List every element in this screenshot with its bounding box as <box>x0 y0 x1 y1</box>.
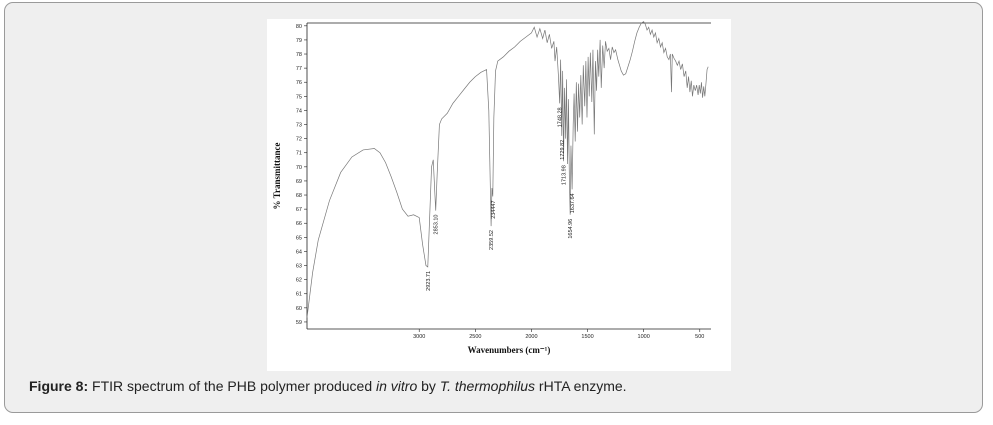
peak-annotation: 1729.82 <box>560 140 566 160</box>
y-tick-label: 59 <box>296 320 302 326</box>
y-tick-label: 75 <box>296 94 302 100</box>
y-tick-label: 71 <box>296 151 302 157</box>
peak-label: 2923.71 <box>426 271 432 291</box>
peak-annotation: 2359.52 <box>489 230 495 250</box>
ftir-chart: 59 60 61 62 63 64 65 66 67 68 69 70 71 72 73 74 75 76 77 78… <box>272 21 711 355</box>
peak-annotations: 2923.71 2853.10 2359.52 234447 1748.28 1729.8… <box>426 107 576 290</box>
peak-annotation: 234447 <box>491 200 497 218</box>
figure-card: 59 60 61 62 63 64 65 66 67 68 69 70 71 72 73 74 75 76 77 78… <box>4 2 983 413</box>
peak-label: 234447 <box>491 200 497 218</box>
y-tick-label: 72 <box>296 137 302 143</box>
y-tick-label: 63 <box>296 264 302 270</box>
caption-text-3: rHTA enzyme. <box>535 378 627 394</box>
y-tick-label: 66 <box>296 221 302 227</box>
peak-annotation: 1748.28 <box>558 107 564 127</box>
x-axis-label: Wavenumbers (cm⁻¹) <box>468 345 551 355</box>
y-tick-label: 73 <box>296 123 302 129</box>
peak-annotation: 2923.71 <box>426 271 432 291</box>
peak-label: 1748.28 <box>558 107 564 127</box>
plot-frame <box>306 22 711 330</box>
peak-label: 1729.82 <box>560 140 566 160</box>
peak-label: 2359.52 <box>489 230 495 250</box>
y-tick-label: 60 <box>296 306 302 312</box>
x-ticks: 3000 2500 2000 1500 1000 500 <box>413 329 704 340</box>
y-tick-label: 61 <box>296 292 302 298</box>
x-tick-label: 2000 <box>525 334 537 340</box>
caption-text-2: by <box>417 378 440 394</box>
peak-annotation: 2853.10 <box>434 215 440 235</box>
x-tick-label: 500 <box>695 334 704 340</box>
y-tick-label: 64 <box>296 249 302 255</box>
y-tick-label: 78 <box>296 52 302 58</box>
peak-annotation: 1637.64 <box>570 193 576 213</box>
y-tick-label: 77 <box>296 66 302 72</box>
caption-italic-2: T. thermophilus <box>439 378 536 394</box>
figure-caption: Figure 8: FTIR spectrum of the PHB polym… <box>29 378 627 394</box>
y-axis-label: % Transmittance <box>272 143 282 210</box>
spectrum-line <box>306 21 709 318</box>
y-tick-label: 70 <box>296 165 302 171</box>
x-tick-label: 1500 <box>581 334 593 340</box>
caption-label: Figure 8: <box>29 378 89 394</box>
y-tick-label: 80 <box>296 24 302 30</box>
x-tick-label: 2500 <box>469 334 481 340</box>
peak-label: 1713.98 <box>562 165 568 185</box>
y-tick-label: 79 <box>296 38 302 44</box>
peak-label: 1637.64 <box>570 193 576 213</box>
peak-annotation: 1713.98 <box>562 165 568 185</box>
y-tick-label: 62 <box>296 278 302 284</box>
y-tick-label: 76 <box>296 80 302 86</box>
peak-annotation: 1654.96 <box>568 219 574 239</box>
y-ticks: 59 60 61 62 63 64 65 66 67 68 69 70 71 72 73 74 75 76 77 78… <box>296 24 307 326</box>
y-tick-label: 65 <box>296 235 302 241</box>
peak-label: 2853.10 <box>434 215 440 235</box>
caption-italic-1: in vitro <box>376 378 418 394</box>
caption-text-1: FTIR spectrum of the PHB polymer produce… <box>88 378 377 394</box>
y-tick-label: 68 <box>296 193 302 199</box>
y-tick-label: 69 <box>296 179 302 185</box>
x-tick-label: 1000 <box>638 334 650 340</box>
peak-label: 1654.96 <box>568 219 574 239</box>
x-tick-label: 3000 <box>413 334 425 340</box>
y-tick-label: 74 <box>296 108 302 114</box>
y-tick-label: 67 <box>296 207 302 213</box>
figure-image-panel: 59 60 61 62 63 64 65 66 67 68 69 70 71 72 73 74 75 76 77 78… <box>267 19 731 371</box>
